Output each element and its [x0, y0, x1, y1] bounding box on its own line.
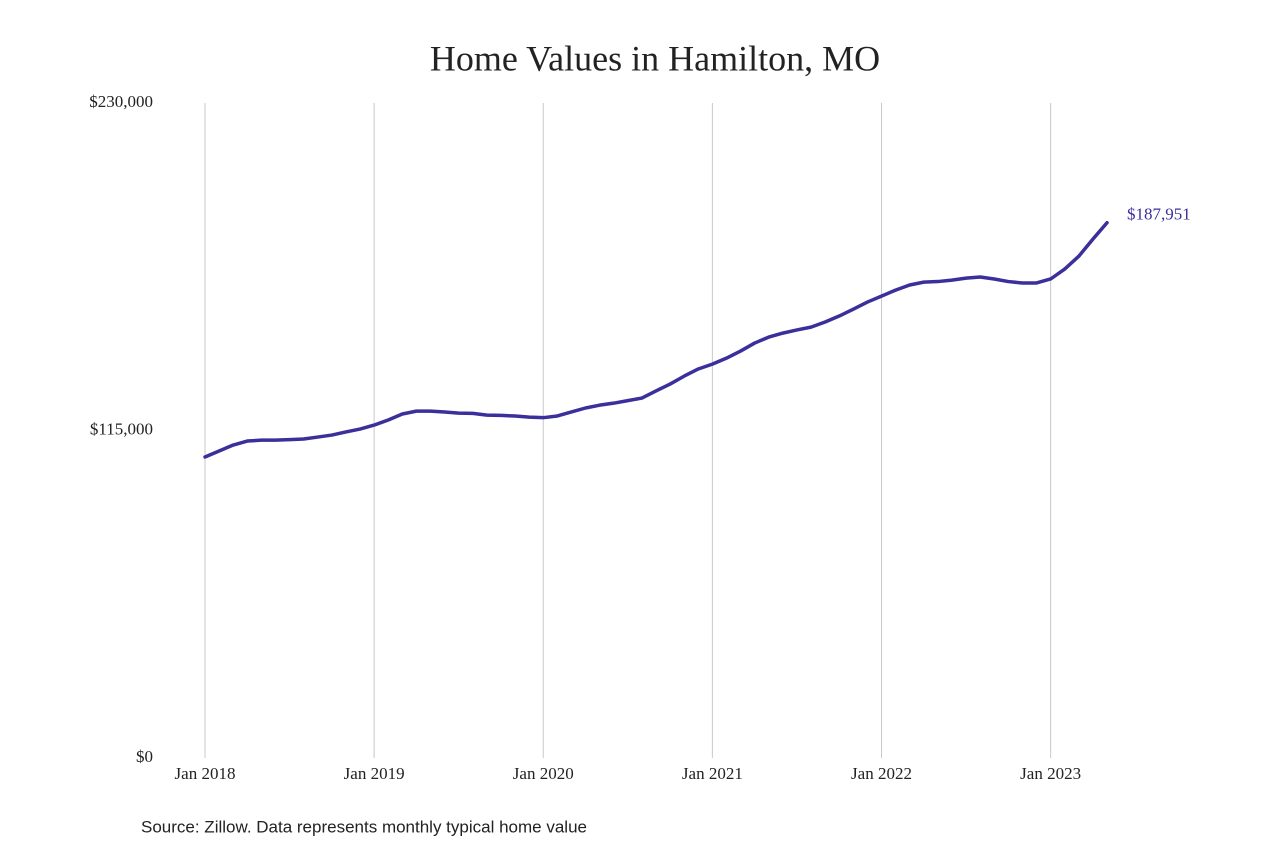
- line-series: [203, 220, 1109, 459]
- x-tick-label: Jan 2018: [175, 764, 236, 783]
- y-tick-label: $230,000: [89, 92, 153, 111]
- source-note: Source: Zillow. Data represents monthly …: [141, 817, 587, 836]
- x-tick-label: Jan 2022: [851, 764, 912, 783]
- x-tick-label: Jan 2019: [344, 764, 405, 783]
- x-tick-label: Jan 2020: [513, 764, 574, 783]
- x-tick-label: Jan 2023: [1020, 764, 1081, 783]
- data-label: $187,951: [1127, 205, 1191, 224]
- chart-title: Home Values in Hamilton, MO: [430, 38, 880, 78]
- y-tick-label: $0: [136, 747, 153, 766]
- x-tick-label: Jan 2021: [682, 764, 743, 783]
- y-tick-label: $115,000: [90, 419, 153, 438]
